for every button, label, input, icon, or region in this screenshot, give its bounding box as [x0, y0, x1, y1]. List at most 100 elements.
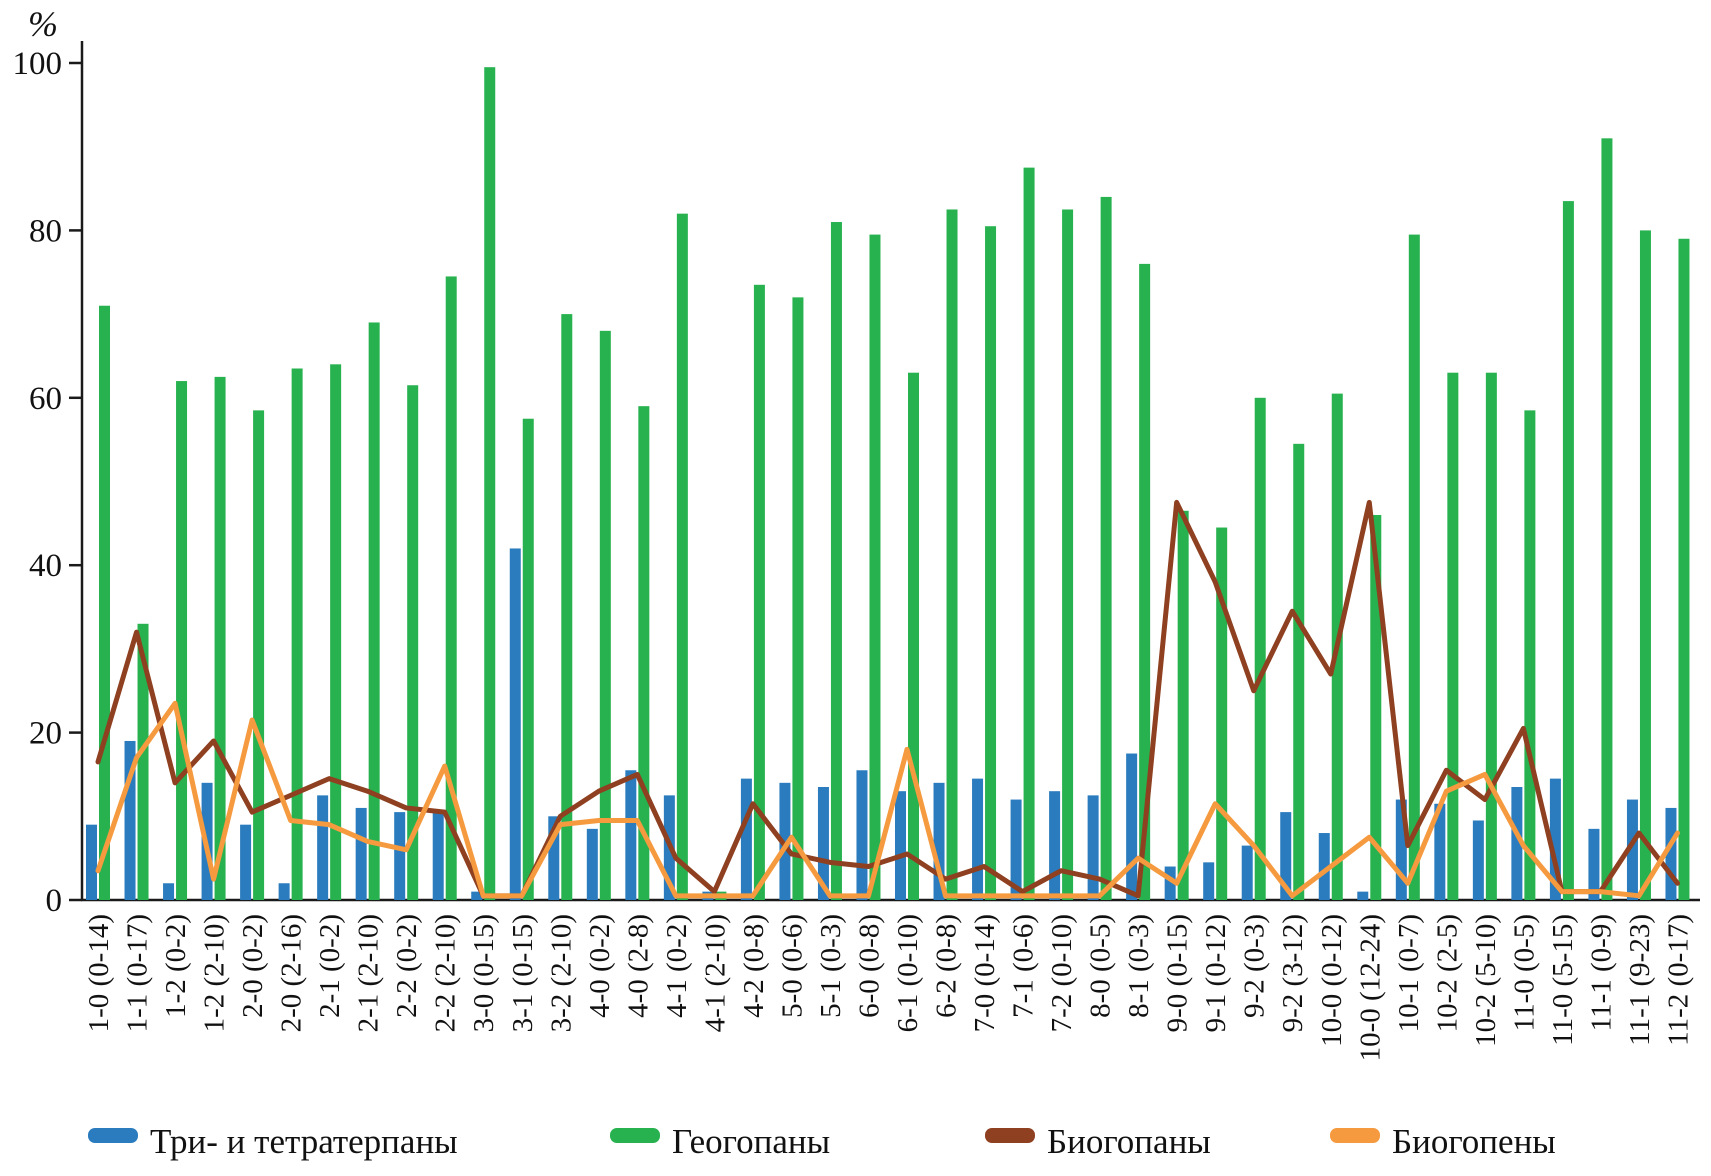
- x-axis-label: 7-0 (0-14): [969, 914, 1001, 1032]
- bar-tri-tetraterpanes: [394, 812, 406, 900]
- x-axis-label: 10-0 (0-12): [1316, 914, 1348, 1047]
- bar-geohopanes: [985, 226, 997, 901]
- bar-geohopanes: [792, 297, 804, 900]
- x-axis-label: 3-1 (0-15): [507, 914, 539, 1032]
- bar-tri-tetraterpanes: [1126, 753, 1138, 900]
- bar-tri-tetraterpanes: [509, 548, 521, 900]
- bar-geohopanes: [1177, 510, 1189, 900]
- x-axis-label: 4-1 (0-2): [661, 914, 693, 1018]
- x-axis-label: 4-0 (0-2): [584, 914, 616, 1018]
- bar-geohopanes: [137, 623, 149, 900]
- y-tick-label: 40: [29, 548, 62, 584]
- bar-tri-tetraterpanes: [317, 795, 329, 900]
- line-biohopanes: [95, 499, 1680, 899]
- bar-tri-tetraterpanes: [1434, 803, 1446, 900]
- bar-geohopanes: [599, 330, 611, 901]
- bar-geohopanes: [830, 222, 842, 900]
- x-axis-label: 1-1 (0-17): [122, 914, 154, 1032]
- y-axis-title: %: [28, 4, 58, 44]
- bar-geohopanes: [946, 209, 958, 901]
- bar-geohopanes: [753, 284, 765, 900]
- x-axis-label: 5-0 (0-6): [776, 914, 808, 1018]
- bar-geohopanes: [1293, 443, 1305, 900]
- x-axis-label: 2-2 (2-10): [430, 914, 462, 1032]
- legend-item-tri-tetraterpanes: Три- и тетратерпаны: [88, 1122, 458, 1161]
- x-axis-label: 2-1 (0-2): [314, 914, 346, 1018]
- bar-tri-tetraterpanes: [625, 770, 637, 900]
- bar-geohopanes: [368, 322, 380, 901]
- bar-tri-tetraterpanes: [817, 787, 829, 900]
- bar-geohopanes: [176, 381, 188, 900]
- y-tick-label: 100: [13, 46, 63, 82]
- bar-tri-tetraterpanes: [471, 891, 483, 900]
- bar-geohopanes: [330, 364, 342, 900]
- bar-geohopanes: [1062, 209, 1074, 901]
- bar-tri-tetraterpanes: [586, 828, 598, 900]
- bar-tri-tetraterpanes: [933, 782, 945, 900]
- bar-geohopanes: [676, 213, 688, 900]
- legend-swatch-geohopanes: [610, 1128, 660, 1143]
- y-tick-label: 60: [29, 381, 62, 417]
- bar-tri-tetraterpanes: [1203, 862, 1215, 900]
- bar-tri-tetraterpanes: [1665, 807, 1677, 900]
- bar-tri-tetraterpanes: [1087, 795, 1099, 900]
- x-axis-label: 11-1 (9-23): [1624, 914, 1656, 1046]
- bar-tri-tetraterpanes: [1588, 828, 1600, 900]
- bar-geohopanes: [253, 410, 265, 900]
- bar-tri-tetraterpanes: [740, 778, 752, 900]
- bar-geohopanes: [1639, 230, 1651, 900]
- bar-tri-tetraterpanes: [1164, 866, 1176, 900]
- bar-geohopanes: [1216, 527, 1228, 900]
- bar-tri-tetraterpanes: [163, 883, 175, 900]
- bar-tri-tetraterpanes: [240, 824, 252, 900]
- bar-tri-tetraterpanes: [1049, 791, 1061, 900]
- x-axis-label: 9-0 (0-15): [1162, 914, 1194, 1032]
- bar-tri-tetraterpanes: [972, 778, 984, 900]
- bar-geohopanes: [561, 314, 573, 901]
- bar-tri-tetraterpanes: [1395, 799, 1407, 900]
- legend-item-biohopenes: Биогопены: [1330, 1122, 1556, 1161]
- bar-geohopanes: [407, 385, 419, 900]
- bar-tri-tetraterpanes: [278, 883, 290, 900]
- x-axis-label: 9-1 (0-12): [1200, 914, 1232, 1032]
- x-axis-label: 4-1 (2-10): [699, 914, 731, 1032]
- legend-swatch-tri-tetraterpanes: [88, 1128, 138, 1143]
- x-axis-label: 10-0 (12-24): [1354, 914, 1386, 1061]
- bar-geohopanes: [1023, 167, 1035, 900]
- legend-swatch-biohopanes: [985, 1128, 1035, 1143]
- bar-tri-tetraterpanes: [86, 824, 97, 900]
- bar-geohopanes: [1601, 138, 1613, 900]
- x-axis-label: 4-0 (2-8): [622, 914, 654, 1018]
- bar-geohopanes: [99, 305, 110, 901]
- legend-item-geohopanes: Геогопаны: [610, 1122, 830, 1161]
- y-tick-label: 80: [29, 213, 62, 249]
- bar-tri-tetraterpanes: [1626, 799, 1638, 900]
- bar-tri-tetraterpanes: [1511, 787, 1523, 900]
- x-axis-label: 2-0 (2-16): [276, 914, 308, 1032]
- bar-geohopanes: [1254, 397, 1266, 900]
- bar-tri-tetraterpanes: [856, 770, 868, 900]
- x-axis-label: 8-1 (0-3): [1123, 914, 1155, 1018]
- bar-geohopanes: [869, 234, 881, 900]
- bar-geohopanes: [445, 276, 457, 900]
- x-axis-label: 3-2 (2-10): [545, 914, 577, 1032]
- x-axis-label: 9-2 (0-3): [1239, 914, 1271, 1018]
- bar-geohopanes: [291, 368, 303, 900]
- bar-geohopanes: [638, 406, 650, 900]
- bar-geohopanes: [1408, 234, 1420, 900]
- bar-geohopanes: [484, 67, 496, 900]
- bar-geohopanes: [1678, 238, 1690, 900]
- x-axis-label: 11-0 (5-15): [1547, 914, 1579, 1046]
- legend-swatch-biohopenes: [1330, 1128, 1380, 1143]
- x-axis-label: 5-1 (0-3): [815, 914, 847, 1018]
- x-axis-label: 10-2 (2-5): [1431, 914, 1463, 1032]
- legend-label-geohopanes: Геогопаны: [672, 1122, 830, 1161]
- bar-geohopanes: [908, 372, 919, 900]
- bar-geohopanes: [214, 376, 226, 900]
- bar-tri-tetraterpanes: [1010, 799, 1022, 900]
- x-axis-label: 10-1 (0-7): [1393, 914, 1425, 1032]
- bar-geohopanes: [1100, 196, 1112, 901]
- x-axis-label: 10-2 (5-10): [1470, 914, 1502, 1047]
